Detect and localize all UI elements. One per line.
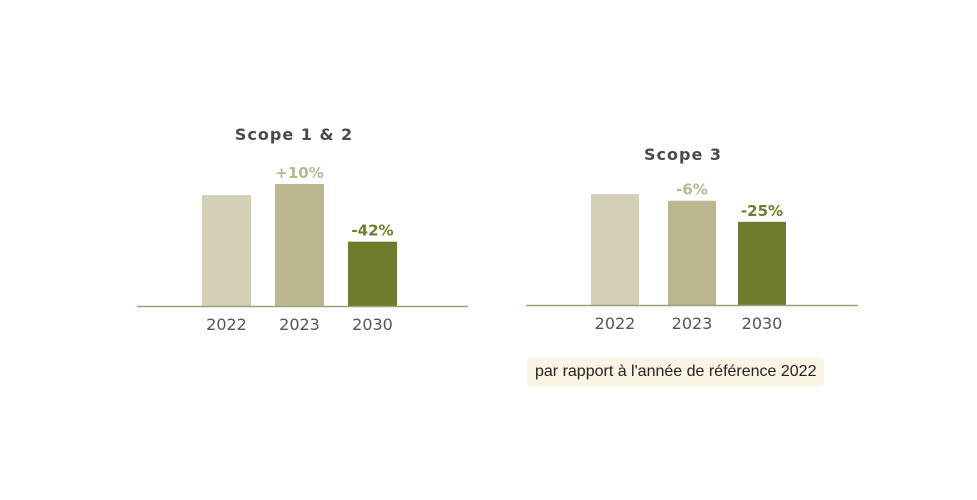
scope-3-bar-2030: [738, 221, 786, 305]
scope-3-bar-2022: [591, 194, 639, 305]
scope-1-2-bar-2023: [275, 184, 324, 306]
scope-1-2-data-label-2023: +10%: [275, 164, 323, 182]
scope-1-2-bar-2030: [348, 241, 397, 306]
scope-3-chart-title: Scope 3: [644, 145, 722, 164]
scope-1-2-data-label-2030: -42%: [351, 222, 393, 240]
scope-3-bar-2023: [668, 200, 716, 305]
scope-3-tick-2030: 2030: [742, 314, 783, 333]
scope-3-tick-2022: 2022: [595, 314, 636, 333]
scope-1-2-bar-2022: [202, 195, 251, 306]
scope-1-2-tick-2022: 2022: [206, 315, 247, 334]
scope-3-data-label-2030: -25%: [741, 202, 783, 220]
scope-3-data-label-2023: -6%: [676, 181, 708, 199]
scope-1-2-tick-2023: 2023: [279, 315, 320, 334]
scope-1-2-chart-title: Scope 1 & 2: [235, 125, 353, 144]
scope-3-tick-2023: 2023: [672, 314, 713, 333]
footnote-badge: par rapport à l'année de référence 2022: [527, 358, 825, 386]
scope-1-2-tick-2030: 2030: [352, 315, 393, 334]
